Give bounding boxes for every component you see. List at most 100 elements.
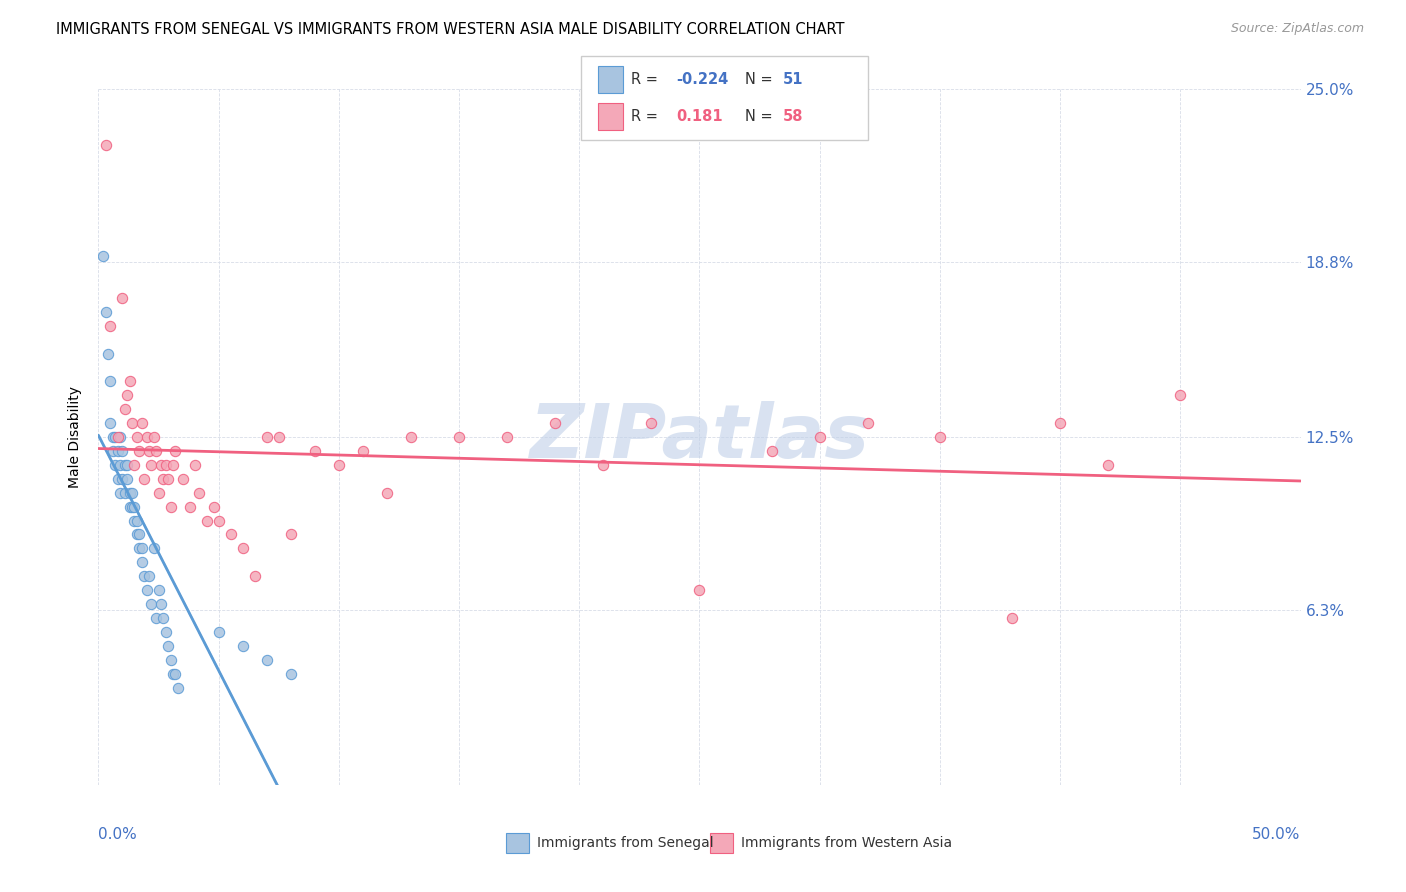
Point <box>640 416 662 430</box>
Point <box>142 430 165 444</box>
Point <box>152 611 174 625</box>
Point <box>107 444 129 458</box>
Text: 51: 51 <box>783 72 804 87</box>
Point <box>114 402 136 417</box>
Point <box>108 430 131 444</box>
Point <box>118 485 141 500</box>
Point <box>107 472 129 486</box>
Point <box>304 444 326 458</box>
Point <box>328 458 350 472</box>
Point <box>107 430 129 444</box>
Point <box>165 666 187 681</box>
Point <box>159 653 181 667</box>
Point <box>157 639 180 653</box>
Point <box>94 305 117 319</box>
Point <box>104 458 127 472</box>
Point <box>149 597 172 611</box>
Text: 50.0%: 50.0% <box>1253 827 1301 841</box>
Point <box>232 639 254 653</box>
Point <box>128 444 150 458</box>
Point <box>94 137 117 152</box>
Point <box>100 318 122 333</box>
Point <box>100 375 122 389</box>
Point <box>141 597 163 611</box>
Point <box>125 430 148 444</box>
Point <box>1170 388 1192 402</box>
Text: R =: R = <box>631 109 662 124</box>
Point <box>121 500 143 514</box>
Point <box>145 611 167 625</box>
Point <box>208 624 231 639</box>
Point <box>157 472 180 486</box>
Point <box>179 500 201 514</box>
Point <box>280 666 302 681</box>
Point <box>118 375 141 389</box>
Point <box>124 458 146 472</box>
Point <box>399 430 422 444</box>
Point <box>172 472 194 486</box>
Point <box>117 458 139 472</box>
Point <box>108 485 131 500</box>
Point <box>141 458 163 472</box>
Point <box>267 430 290 444</box>
Point <box>689 583 711 598</box>
Point <box>138 444 160 458</box>
Point <box>101 444 124 458</box>
Point <box>91 249 114 263</box>
Point <box>152 472 174 486</box>
Point <box>128 541 150 556</box>
Point <box>148 485 170 500</box>
Text: IMMIGRANTS FROM SENEGAL VS IMMIGRANTS FROM WESTERN ASIA MALE DISABILITY CORRELAT: IMMIGRANTS FROM SENEGAL VS IMMIGRANTS FR… <box>56 22 845 37</box>
Point <box>761 444 783 458</box>
Point <box>183 458 205 472</box>
Point <box>108 458 131 472</box>
Point <box>142 541 165 556</box>
Text: Immigrants from Senegal: Immigrants from Senegal <box>537 836 714 850</box>
Point <box>138 569 160 583</box>
Point <box>117 472 139 486</box>
Point <box>808 430 831 444</box>
Point <box>111 291 134 305</box>
Point <box>128 527 150 541</box>
Point <box>125 527 148 541</box>
Text: 0.181: 0.181 <box>676 109 723 124</box>
Point <box>195 514 218 528</box>
Point <box>131 416 153 430</box>
Point <box>148 583 170 598</box>
Point <box>280 527 302 541</box>
Point <box>256 653 278 667</box>
Point <box>135 430 157 444</box>
Point <box>132 569 155 583</box>
Point <box>165 444 187 458</box>
Point <box>155 458 177 472</box>
Point <box>111 444 134 458</box>
Point <box>118 500 141 514</box>
Point <box>856 416 879 430</box>
Point <box>124 500 146 514</box>
Point <box>928 430 950 444</box>
Point <box>208 514 231 528</box>
Point <box>131 541 153 556</box>
Point <box>131 555 153 569</box>
Point <box>592 458 614 472</box>
Text: -0.224: -0.224 <box>676 72 728 87</box>
Point <box>352 444 374 458</box>
Point <box>1049 416 1071 430</box>
Point <box>132 472 155 486</box>
Text: N =: N = <box>745 72 778 87</box>
Point <box>125 514 148 528</box>
Point <box>121 416 143 430</box>
Text: Source: ZipAtlas.com: Source: ZipAtlas.com <box>1230 22 1364 36</box>
Point <box>166 681 188 695</box>
Point <box>159 500 181 514</box>
Text: R =: R = <box>631 72 662 87</box>
Point <box>100 416 122 430</box>
Point <box>162 666 184 681</box>
Point <box>104 430 127 444</box>
Point <box>121 485 143 500</box>
Point <box>375 485 398 500</box>
Point <box>243 569 266 583</box>
Text: N =: N = <box>745 109 778 124</box>
Point <box>162 458 184 472</box>
Point <box>135 583 157 598</box>
